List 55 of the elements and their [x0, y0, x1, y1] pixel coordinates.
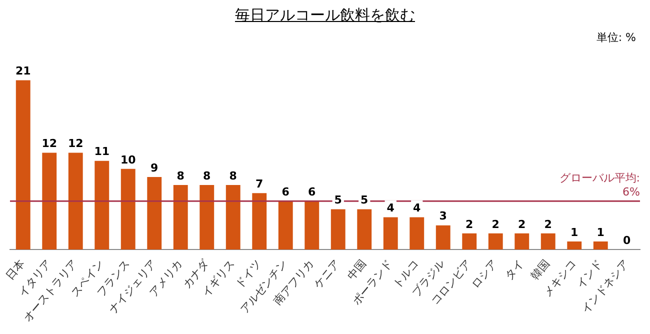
data-label: 1: [570, 226, 578, 239]
text: 単位: %: [596, 30, 636, 45]
bar: [278, 201, 293, 250]
bar: [567, 241, 582, 250]
x-tick-label: ロシア: [468, 257, 500, 291]
bar: [226, 185, 240, 250]
bar: [410, 217, 424, 250]
data-label: 10: [120, 153, 136, 166]
x-tick-label: 韓国: [528, 257, 553, 282]
data-label: 21: [15, 64, 31, 78]
data-label: 1: [596, 226, 604, 239]
bar: [147, 176, 162, 250]
data-label: 2: [544, 218, 552, 231]
bar: [16, 80, 30, 250]
data-label: 2: [466, 218, 474, 231]
data-label: 8: [176, 169, 184, 182]
data-label: 12: [68, 137, 84, 150]
bar: [357, 209, 372, 250]
x-tick-label: 日本: [4, 257, 28, 282]
bar: [514, 233, 530, 250]
bar: [200, 185, 214, 250]
bar: [42, 152, 57, 250]
data-label: 2: [518, 218, 526, 231]
data-label: 5: [334, 194, 342, 207]
data-label: 4: [413, 202, 422, 215]
bar: [330, 209, 346, 250]
data-label: 9: [150, 161, 158, 174]
data-label: 12: [42, 137, 58, 150]
bar: [593, 241, 608, 250]
bar: [540, 233, 556, 250]
data-label: 11: [94, 145, 110, 158]
chart-title: 毎日アルコール飲料を飲む: [234, 5, 416, 26]
x-tick-label: タイ: [502, 257, 526, 282]
bar: [94, 160, 110, 250]
data-label: 2: [492, 218, 500, 231]
bar: [488, 233, 503, 250]
data-label: 7: [256, 177, 264, 190]
bar: [252, 193, 267, 250]
data-label: 6: [282, 186, 290, 199]
ref-line-label: グローバル平均: 6%: [559, 172, 640, 199]
x-tick-label: 中国: [344, 257, 369, 282]
data-label: 4: [386, 202, 395, 215]
bar: [462, 233, 477, 250]
data-label: 5: [360, 194, 368, 207]
bar: [68, 152, 83, 250]
data-label: 6: [308, 186, 316, 199]
data-label: 8: [203, 169, 211, 182]
data-label: 8: [229, 169, 237, 182]
bar: [173, 185, 188, 250]
bar: [436, 225, 450, 250]
bar: [383, 217, 398, 250]
bar: [304, 201, 320, 250]
data-label: 3: [439, 210, 447, 223]
bar: [120, 168, 136, 250]
data-label: 0: [623, 234, 632, 247]
